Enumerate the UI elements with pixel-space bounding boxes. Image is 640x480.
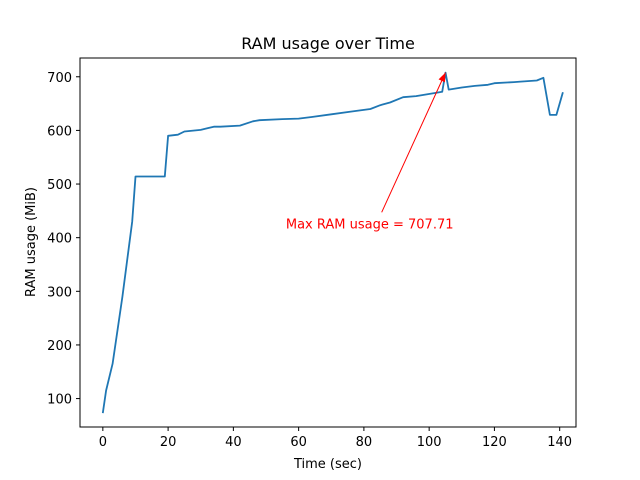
y-tick-label: 400 (47, 232, 72, 247)
x-axis: 0 20 40 60 80 100 120 140 (99, 427, 572, 450)
x-tick-label: 100 (417, 435, 442, 450)
x-tick-label: 120 (482, 435, 507, 450)
y-tick-label: 100 (47, 393, 72, 408)
y-axis: 100 200 300 400 500 600 700 (47, 71, 80, 408)
max-annotation: Max RAM usage = 707.71 (286, 72, 454, 232)
x-tick-label: 60 (290, 435, 307, 450)
annotation-text: Max RAM usage = 707.71 (286, 217, 454, 232)
chart-title: RAM usage over Time (241, 34, 415, 53)
x-tick-label: 20 (160, 435, 177, 450)
ram-usage-line (101, 71, 564, 414)
x-tick-label: 0 (99, 435, 107, 450)
y-tick-label: 700 (47, 71, 72, 86)
plot-frame (79, 57, 577, 428)
x-tick-label: 80 (356, 435, 373, 450)
y-tick-label: 200 (47, 339, 72, 354)
x-tick-label: 140 (547, 435, 572, 450)
y-tick-label: 600 (47, 124, 72, 139)
plot-area (101, 71, 564, 414)
annotation-arrow (381, 72, 446, 213)
y-axis-label: RAM usage (MiB) (24, 187, 39, 297)
x-tick-label: 40 (225, 435, 242, 450)
x-axis-label: Time (sec) (293, 457, 362, 472)
y-tick-label: 500 (47, 178, 72, 193)
y-tick-label: 300 (47, 285, 72, 300)
annotation-arrowhead (438, 72, 446, 83)
